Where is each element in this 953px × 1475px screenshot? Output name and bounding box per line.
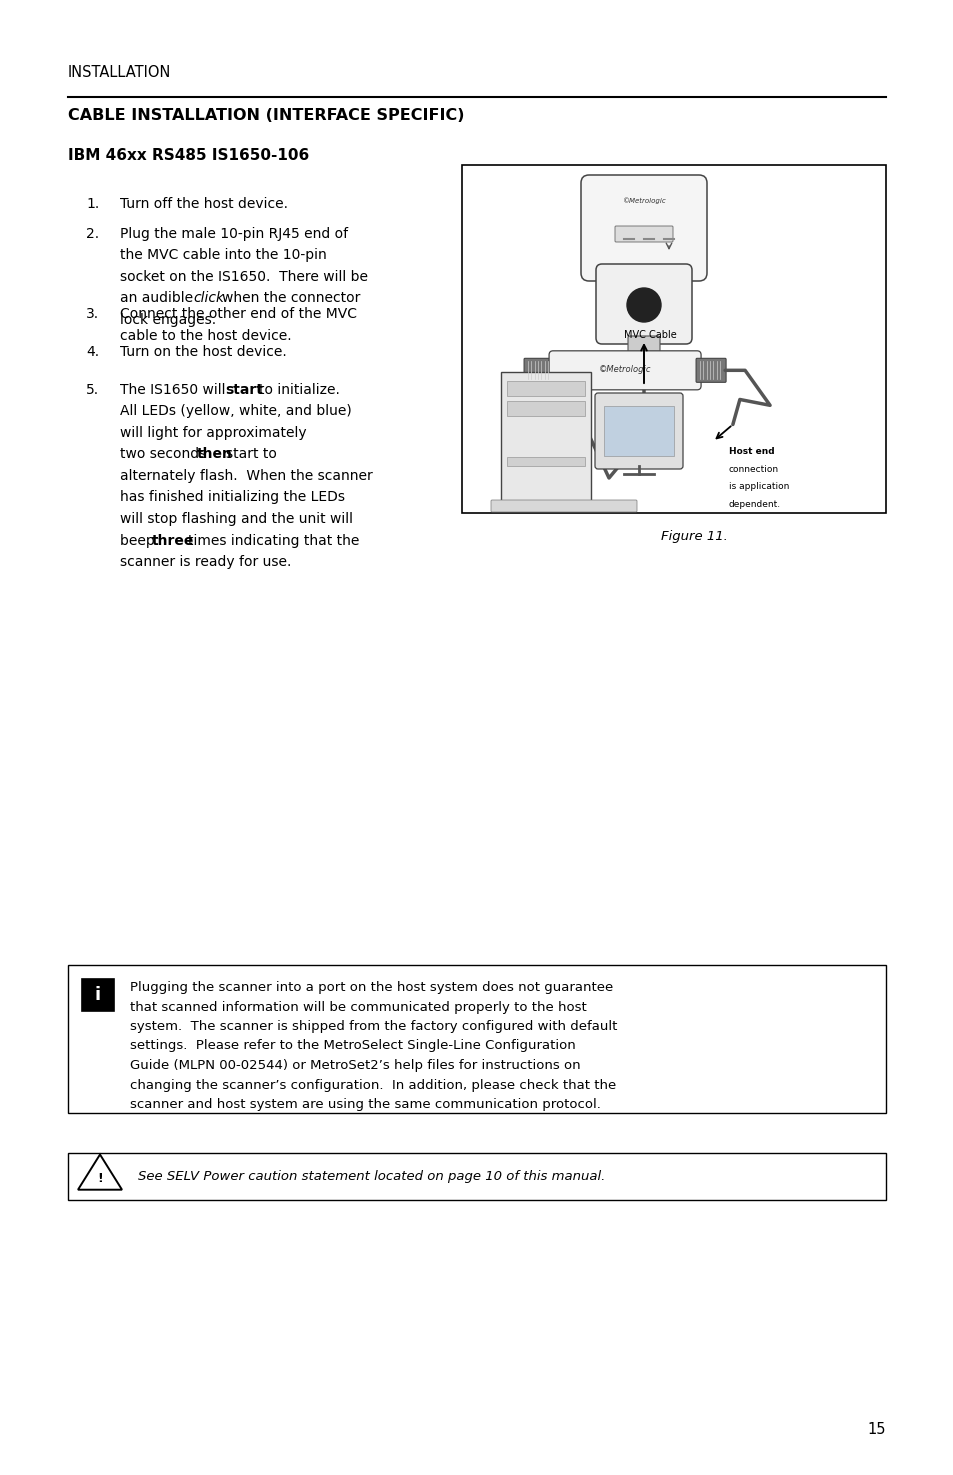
FancyBboxPatch shape bbox=[549, 351, 700, 389]
Text: 1.: 1. bbox=[86, 198, 99, 211]
Circle shape bbox=[626, 288, 660, 322]
FancyBboxPatch shape bbox=[595, 392, 682, 469]
Text: ©Metrologic: ©Metrologic bbox=[621, 198, 665, 205]
Text: cable to the host device.: cable to the host device. bbox=[120, 329, 292, 342]
Text: will light for approximately: will light for approximately bbox=[120, 426, 306, 440]
Text: 5.: 5. bbox=[86, 384, 99, 397]
Text: beep: beep bbox=[120, 534, 159, 547]
FancyBboxPatch shape bbox=[506, 457, 584, 466]
FancyBboxPatch shape bbox=[461, 165, 885, 513]
Text: 4.: 4. bbox=[86, 345, 99, 358]
Text: scanner is ready for use.: scanner is ready for use. bbox=[120, 555, 291, 569]
Text: when the connector: when the connector bbox=[222, 292, 360, 305]
Text: three: three bbox=[152, 534, 193, 547]
Text: settings.  Please refer to the MetroSelect Single-Line Configuration: settings. Please refer to the MetroSelec… bbox=[130, 1040, 576, 1053]
Text: start: start bbox=[225, 384, 263, 397]
Text: IBM 46xx RS485 IS1650-106: IBM 46xx RS485 IS1650-106 bbox=[68, 148, 309, 164]
Text: will stop flashing and the unit will: will stop flashing and the unit will bbox=[120, 512, 353, 527]
FancyBboxPatch shape bbox=[523, 358, 554, 382]
Text: socket on the IS1650.  There will be: socket on the IS1650. There will be bbox=[120, 270, 368, 285]
Polygon shape bbox=[78, 1155, 122, 1190]
FancyBboxPatch shape bbox=[491, 500, 637, 512]
Text: has finished initializing the LEDs: has finished initializing the LEDs bbox=[120, 491, 345, 504]
Text: i: i bbox=[95, 985, 101, 1004]
Text: connection: connection bbox=[728, 465, 779, 473]
Text: Turn off the host device.: Turn off the host device. bbox=[120, 198, 288, 211]
Text: Plug the male 10-pin RJ45 end of: Plug the male 10-pin RJ45 end of bbox=[120, 227, 348, 240]
FancyBboxPatch shape bbox=[506, 401, 584, 416]
Text: Host end: Host end bbox=[728, 447, 774, 456]
Text: MVC Cable: MVC Cable bbox=[623, 330, 676, 341]
FancyBboxPatch shape bbox=[615, 226, 672, 242]
Text: CABLE INSTALLATION (INTERFACE SPECIFIC): CABLE INSTALLATION (INTERFACE SPECIFIC) bbox=[68, 108, 464, 122]
FancyBboxPatch shape bbox=[627, 336, 659, 364]
Text: dependent.: dependent. bbox=[728, 500, 781, 509]
FancyBboxPatch shape bbox=[596, 264, 691, 344]
Text: 2.: 2. bbox=[86, 227, 99, 240]
Text: then: then bbox=[196, 447, 233, 462]
Text: the MVC cable into the 10-pin: the MVC cable into the 10-pin bbox=[120, 248, 327, 263]
Text: ©Metrologic: ©Metrologic bbox=[598, 364, 651, 373]
FancyBboxPatch shape bbox=[68, 965, 885, 1114]
Text: alternately flash.  When the scanner: alternately flash. When the scanner bbox=[120, 469, 373, 482]
Text: system.  The scanner is shipped from the factory configured with default: system. The scanner is shipped from the … bbox=[130, 1021, 617, 1032]
Text: Guide (MLPN 00-02544) or MetroSet2’s help files for instructions on: Guide (MLPN 00-02544) or MetroSet2’s hel… bbox=[130, 1059, 580, 1072]
FancyBboxPatch shape bbox=[506, 381, 584, 395]
Text: times indicating that the: times indicating that the bbox=[188, 534, 359, 547]
Text: !: ! bbox=[97, 1173, 103, 1184]
FancyBboxPatch shape bbox=[696, 358, 725, 382]
FancyBboxPatch shape bbox=[82, 979, 113, 1010]
Text: changing the scanner’s configuration.  In addition, please check that the: changing the scanner’s configuration. In… bbox=[130, 1078, 616, 1092]
Text: to initialize.: to initialize. bbox=[258, 384, 339, 397]
Text: Plugging the scanner into a port on the host system does not guarantee: Plugging the scanner into a port on the … bbox=[130, 981, 613, 994]
Text: two seconds: two seconds bbox=[120, 447, 211, 462]
Text: All LEDs (yellow, white, and blue): All LEDs (yellow, white, and blue) bbox=[120, 404, 352, 419]
Text: lock engages.: lock engages. bbox=[120, 313, 216, 327]
Text: The IS1650 will: The IS1650 will bbox=[120, 384, 230, 397]
Text: Connect the other end of the MVC: Connect the other end of the MVC bbox=[120, 307, 356, 322]
FancyBboxPatch shape bbox=[603, 406, 673, 456]
Text: INSTALLATION: INSTALLATION bbox=[68, 65, 172, 80]
FancyBboxPatch shape bbox=[68, 1153, 885, 1201]
Text: click: click bbox=[193, 292, 224, 305]
FancyBboxPatch shape bbox=[500, 372, 590, 502]
Text: See SELV Power caution statement located on page 10 of this manual.: See SELV Power caution statement located… bbox=[138, 1170, 605, 1183]
Text: Turn on the host device.: Turn on the host device. bbox=[120, 345, 287, 358]
Text: 3.: 3. bbox=[86, 307, 99, 322]
FancyBboxPatch shape bbox=[580, 176, 706, 282]
Text: scanner and host system are using the same communication protocol.: scanner and host system are using the sa… bbox=[130, 1097, 600, 1111]
Text: Figure 11.: Figure 11. bbox=[659, 530, 727, 543]
Text: start to: start to bbox=[226, 447, 277, 462]
Text: an audible: an audible bbox=[120, 292, 197, 305]
Text: 15: 15 bbox=[866, 1422, 885, 1437]
Text: is application: is application bbox=[728, 482, 788, 491]
Text: that scanned information will be communicated properly to the host: that scanned information will be communi… bbox=[130, 1000, 586, 1013]
